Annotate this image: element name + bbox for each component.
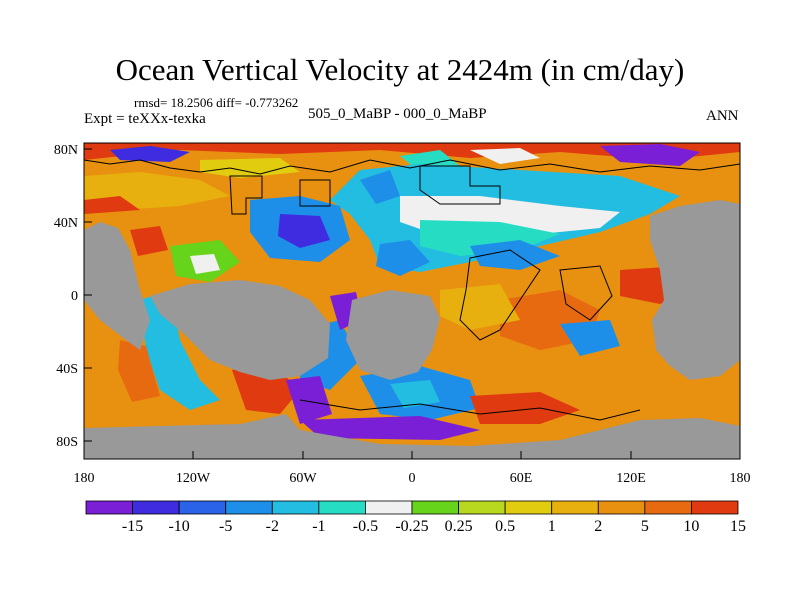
velocity-contour — [140, 290, 220, 410]
velocity-contour — [390, 380, 440, 408]
velocity-contour — [84, 143, 740, 160]
colorbar-label: 2 — [594, 518, 602, 535]
coastline — [419, 165, 501, 205]
colorbar-swatch — [458, 500, 506, 515]
colorbar-swatch — [132, 500, 180, 515]
colorbar: -15 -10 -5 -2 -1 -0.5 -0.25 0.25 0.5 1 2 5 10 15 — [85, 500, 746, 535]
lon-tick-label: 180 — [730, 471, 751, 486]
colorbar-swatch — [365, 500, 413, 515]
latitude-axis: 80N 40N 0 40S 80S — [54, 143, 92, 450]
lon-tick-label: 60E — [510, 471, 533, 486]
colorbar-label: -5 — [219, 518, 232, 535]
coastline — [229, 175, 263, 215]
colorbar-label: -15 — [122, 518, 143, 535]
colorbar-label: -2 — [266, 518, 279, 535]
coastline — [299, 179, 331, 207]
land-masses — [84, 159, 740, 459]
velocity-contour — [470, 148, 540, 164]
experiment-label: Expt = teXXx-texka — [84, 111, 206, 127]
stats-text: rmsd= 18.2506 diff= -0.773262 — [134, 95, 299, 110]
colorbar-swatch — [551, 500, 599, 515]
colorbar-swatch — [644, 500, 692, 515]
colorbar-label: 15 — [730, 518, 746, 535]
plot-title: Ocean Vertical Velocity at 2424m (in cm/… — [115, 52, 685, 87]
colorbar-label: 10 — [683, 518, 699, 535]
velocity-contour — [286, 376, 332, 424]
lon-tick-label: 180 — [74, 471, 95, 486]
colorbar-swatch — [504, 500, 553, 515]
colorbar-label: 0.25 — [445, 518, 473, 535]
land-mass — [650, 200, 740, 380]
lat-tick-label: 80N — [54, 143, 78, 158]
velocity-contour — [470, 392, 580, 424]
lon-tick-label: 0 — [409, 471, 416, 486]
lat-tick-label: 0 — [71, 289, 78, 304]
velocity-contour — [600, 144, 700, 166]
velocity-contour — [560, 320, 620, 356]
longitude-axis: 180 120W 60W 0 60E 120E 180 — [74, 451, 751, 486]
lon-tick-label: 120W — [176, 471, 211, 486]
velocity-contour — [300, 416, 480, 440]
coastline — [459, 249, 541, 341]
colorbar-swatch — [411, 500, 459, 515]
velocity-contour — [110, 146, 190, 162]
comparison-subtitle: 505_0_MaBP - 000_0_MaBP — [308, 106, 487, 122]
coastline — [299, 399, 641, 421]
lat-tick-label: 80S — [56, 435, 78, 450]
colorbar-swatch — [225, 500, 273, 515]
season-label: ANN — [706, 108, 739, 124]
lon-tick-label: 60W — [289, 471, 317, 486]
land-mass — [150, 280, 330, 380]
colorbar-label: -0.25 — [395, 518, 428, 535]
colorbar-label: 5 — [641, 518, 649, 535]
velocity-contour — [84, 196, 140, 214]
velocity-contour — [200, 158, 300, 178]
lat-tick-label: 40S — [56, 362, 78, 377]
colorbar-label: -0.5 — [353, 518, 378, 535]
velocity-contour — [190, 254, 220, 274]
velocity-contour — [376, 240, 430, 276]
lon-tick-label: 120E — [616, 471, 646, 486]
velocity-contour — [360, 170, 400, 204]
lat-tick-label: 40N — [54, 216, 78, 231]
colorbar-label: -1 — [312, 518, 325, 535]
velocity-contour — [470, 240, 560, 270]
land-mass — [346, 290, 440, 380]
land-mass — [84, 414, 740, 459]
colorbar-label: 1 — [548, 518, 556, 535]
colorbar-swatch — [85, 500, 133, 515]
colorbar-swatch — [691, 500, 739, 515]
land-mass — [84, 222, 150, 350]
velocity-contour — [118, 340, 160, 402]
colorbar-label: 0.5 — [495, 518, 515, 535]
velocity-contour — [130, 226, 168, 256]
colorbar-swatch — [271, 500, 320, 515]
colorbar-label: -10 — [168, 518, 189, 535]
coastline — [559, 265, 613, 321]
colorbar-swatch — [597, 500, 646, 515]
colorbar-swatch — [178, 500, 227, 515]
velocity-contour — [278, 214, 330, 248]
coastline — [84, 159, 740, 175]
colorbar-swatch — [318, 500, 366, 515]
